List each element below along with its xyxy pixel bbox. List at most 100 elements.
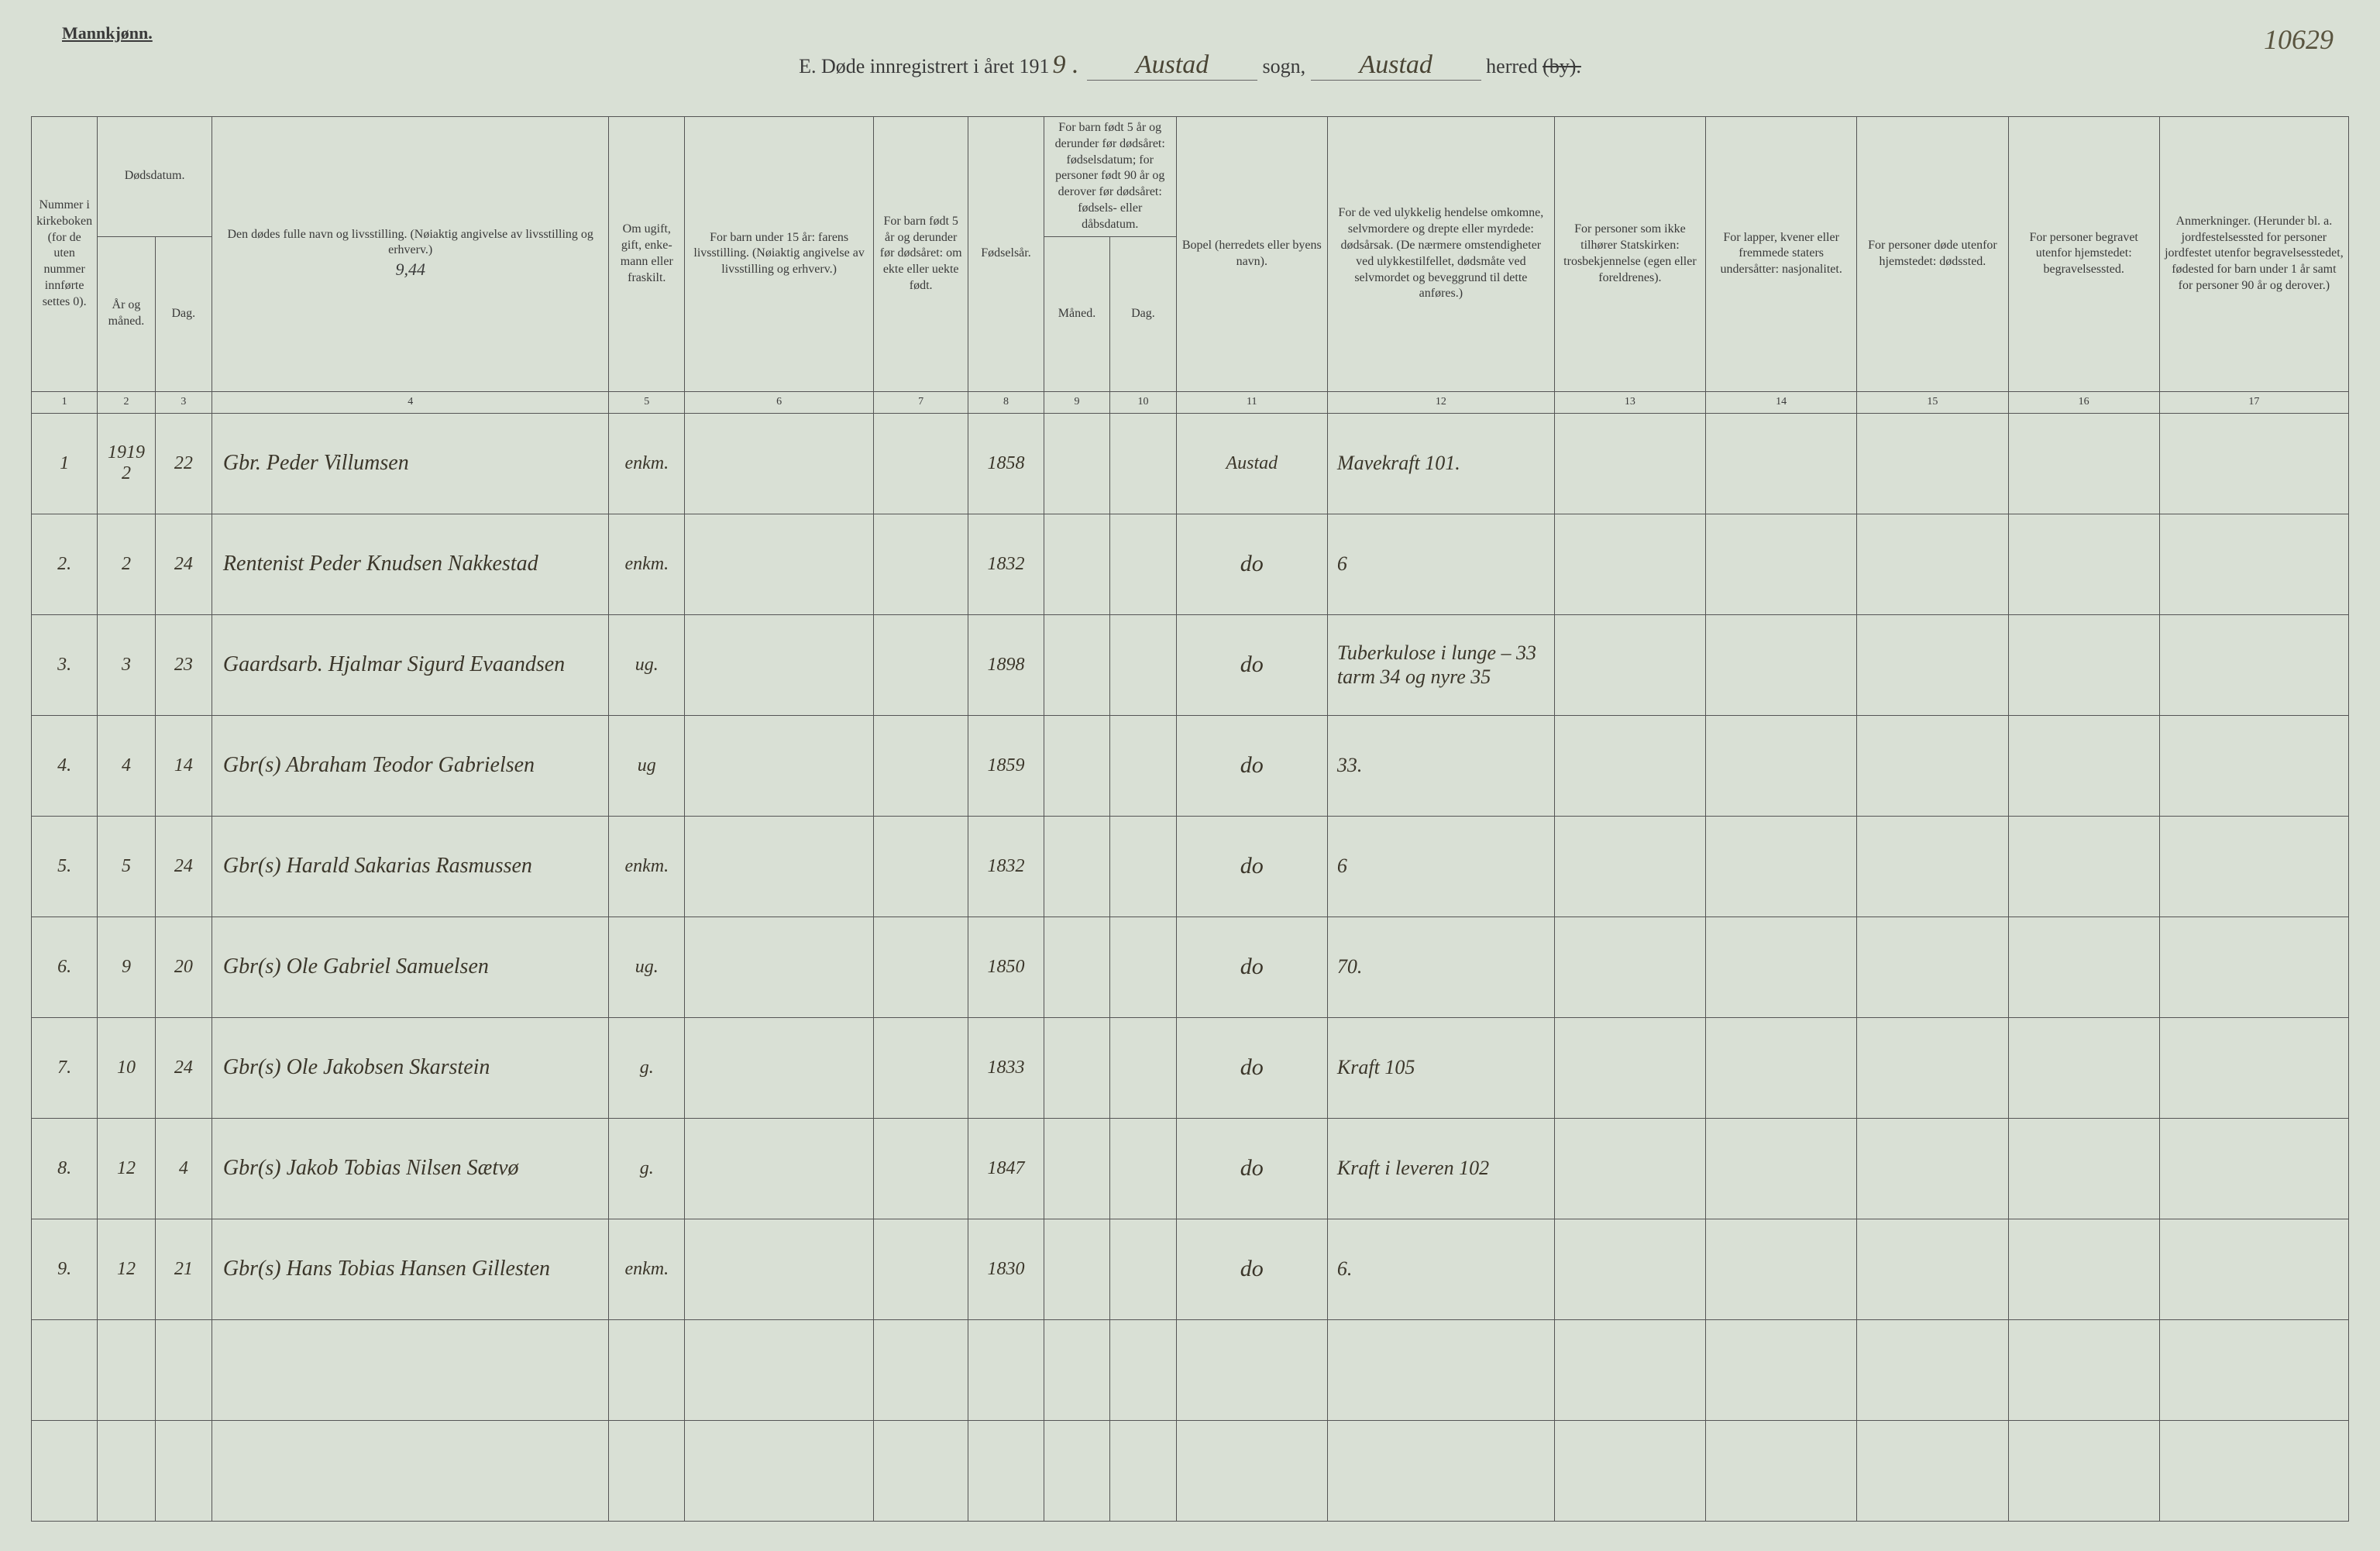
herred-value: Austad [1311,50,1481,81]
cell-place: do [1176,816,1327,916]
cell-c17 [2159,715,2348,816]
cell-day: 24 [155,514,212,614]
empty-cell [2159,1420,2348,1521]
empty-cell [32,1319,98,1420]
col-4-header: Den dødes fulle navn og livsstilling. (N… [212,117,609,392]
cell-cause: 33. [1327,715,1554,816]
table-row-empty [32,1420,2349,1521]
cell-num: 1 [32,413,98,514]
cell-year-month: 12 [98,1219,155,1319]
colnum: 11 [1176,391,1327,413]
empty-cell [1706,1319,1857,1420]
colnum: 12 [1327,391,1554,413]
cell-cause: Tuberkulose i lunge – 33 tarm 34 og nyre… [1327,614,1554,715]
cell-c15 [1857,614,2008,715]
col-7-header: For barn født 5 år og derunder før dødså… [874,117,968,392]
cell-cause: 6 [1327,514,1554,614]
col-3-sub: Dag. [155,236,212,391]
cell-birth-day [1110,614,1176,715]
col-11-header: Bopel (herredets eller byens navn). [1176,117,1327,392]
col-15-header: For personer døde utenfor hjemstedet: dø… [1857,117,2008,392]
cell-birth: 1898 [968,614,1044,715]
cell-day: 21 [155,1219,212,1319]
cell-birth-month [1044,1118,1109,1219]
cell-c16 [2008,514,2159,614]
cell-c13 [1554,413,1705,514]
empty-cell [1857,1319,2008,1420]
cell-birth-day [1110,816,1176,916]
colnum: 9 [1044,391,1109,413]
cell-cause: 6 [1327,816,1554,916]
cell-c16 [2008,715,2159,816]
col-14-header: For lapper, kvener eller fremmede stater… [1706,117,1857,392]
cell-name: Gbr(s) Ole Jakobsen Skarstein [212,1017,609,1118]
colnum: 2 [98,391,155,413]
colnum: 3 [155,391,212,413]
table-row: 2.224Rentenist Peder Knudsen Nakke­stade… [32,514,2349,614]
cell-name: Gbr(s) Abraham Teodor Gabrielsen [212,715,609,816]
cell-c13 [1554,816,1705,916]
table-row: 3.323Gaardsarb. Hjalmar Sigurd Eva­andse… [32,614,2349,715]
colnum: 10 [1110,391,1176,413]
cell-father [685,614,874,715]
cell-year-month: 9 [98,916,155,1017]
cell-status: enkm. [609,514,685,614]
colnum: 6 [685,391,874,413]
empty-cell [1044,1319,1109,1420]
cell-status: enkm. [609,413,685,514]
cell-day: 14 [155,715,212,816]
cell-c13 [1554,614,1705,715]
cell-c14 [1706,816,1857,916]
cell-day: 4 [155,1118,212,1219]
cell-birth: 1830 [968,1219,1044,1319]
cell-c14 [1706,1118,1857,1219]
cell-status: ug. [609,614,685,715]
empty-cell [1327,1319,1554,1420]
table-header: Nummer i kirke­boken (for de uten nummer… [32,117,2349,414]
cell-c16 [2008,614,2159,715]
table-row: 7.1024Gbr(s) Ole Jakobsen Skarsteing.183… [32,1017,2349,1118]
cell-name: Gbr(s) Jakob Tobias Nilsen Sætvø [212,1118,609,1219]
cell-num: 7. [32,1017,98,1118]
cell-c13 [1554,1118,1705,1219]
cell-father [685,916,874,1017]
cell-c17 [2159,1219,2348,1319]
col-6-header: For barn under 15 år: farens livsstillin… [685,117,874,392]
cell-name: Gaardsarb. Hjalmar Sigurd Eva­andsen [212,614,609,715]
empty-cell [32,1420,98,1521]
cell-place: do [1176,514,1327,614]
cell-ekte [874,715,968,816]
cell-birth-day [1110,514,1176,614]
cell-c15 [1857,1118,2008,1219]
cell-birth-month [1044,514,1109,614]
cell-c17 [2159,413,2348,514]
cell-father [685,1219,874,1319]
empty-cell [968,1319,1044,1420]
colnum: 17 [2159,391,2348,413]
empty-cell [98,1420,155,1521]
col-2-3-header: Dødsdatum. [98,117,212,237]
cell-place: do [1176,614,1327,715]
cell-birth: 1859 [968,715,1044,816]
colnum: 5 [609,391,685,413]
cell-day: 22 [155,413,212,514]
empty-cell [609,1319,685,1420]
cell-place: do [1176,1219,1327,1319]
empty-cell [1110,1319,1176,1420]
table-row-empty [32,1319,2349,1420]
cell-c14 [1706,1219,1857,1319]
colnum: 1 [32,391,98,413]
empty-cell [968,1420,1044,1521]
cell-c14 [1706,715,1857,816]
cell-c15 [1857,715,2008,816]
cell-ekte [874,1118,968,1219]
cell-c15 [1857,514,2008,614]
cell-ekte [874,1219,968,1319]
cell-c17 [2159,1017,2348,1118]
empty-cell [2008,1420,2159,1521]
gender-label: Mannkjønn. [62,23,153,43]
empty-cell [1554,1319,1705,1420]
col-1-header: Nummer i kirke­boken (for de uten nummer… [32,117,98,392]
cell-place: do [1176,1017,1327,1118]
year-suffix: 9 . [1050,50,1082,80]
